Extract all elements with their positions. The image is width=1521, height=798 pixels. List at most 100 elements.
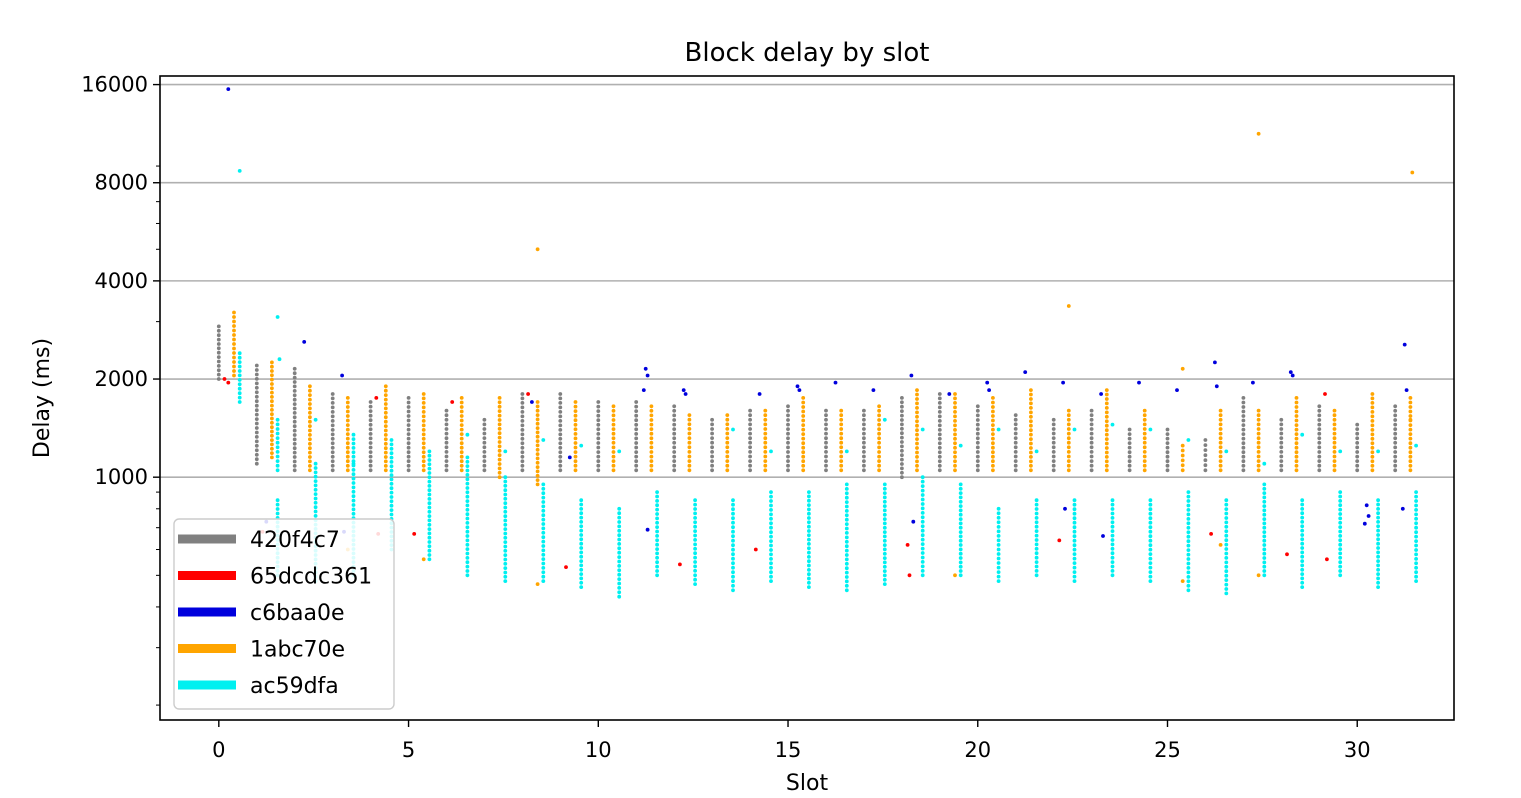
point-ac59dfa <box>882 534 887 539</box>
point-1abc70e <box>232 319 236 324</box>
point-c6baa0e <box>911 519 916 524</box>
point-1abc70e <box>421 441 426 446</box>
point-ac59dfa <box>389 442 394 447</box>
point-1abc70e <box>308 393 312 397</box>
point-420f4c7 <box>1051 440 1056 445</box>
x-tick-label: 20 <box>964 738 991 762</box>
point-1abc70e <box>1104 423 1109 428</box>
point-ac59dfa <box>693 551 697 556</box>
point-420f4c7 <box>672 463 677 468</box>
point-420f4c7 <box>254 421 259 426</box>
point-ac59dfa <box>351 507 356 512</box>
point-420f4c7 <box>1317 454 1322 459</box>
point-420f4c7 <box>824 454 828 459</box>
point-420f4c7 <box>596 454 601 459</box>
point-1abc70e <box>991 445 995 450</box>
point-ac59dfa <box>920 524 925 529</box>
point-420f4c7 <box>1051 454 1056 459</box>
point-1abc70e <box>611 436 616 441</box>
point-420f4c7 <box>1355 445 1360 450</box>
point-1abc70e <box>1142 463 1147 468</box>
point-ac59dfa <box>389 477 394 482</box>
point-1abc70e <box>877 440 881 445</box>
point-ac59dfa <box>1376 498 1380 503</box>
point-1abc70e <box>649 436 654 441</box>
point-ac59dfa <box>541 508 546 513</box>
point-ac59dfa <box>1338 534 1343 538</box>
point-ac59dfa <box>1072 525 1077 530</box>
point-1abc70e <box>1256 436 1261 441</box>
point-1abc70e <box>232 364 236 369</box>
point-420f4c7 <box>786 422 790 427</box>
point-1abc70e <box>270 438 274 442</box>
point-ac59dfa <box>958 556 963 560</box>
point-ac59dfa <box>617 568 622 573</box>
point-ac59dfa <box>1262 521 1267 526</box>
point-ac59dfa <box>996 506 1001 511</box>
point-ac59dfa <box>427 518 432 523</box>
point-1abc70e <box>687 417 692 422</box>
point-1abc70e <box>1066 445 1071 450</box>
point-1abc70e <box>1066 422 1071 427</box>
point-420f4c7 <box>1127 445 1132 450</box>
point-ac59dfa <box>389 499 394 504</box>
point-ac59dfa <box>351 446 356 450</box>
point-1abc70e <box>877 436 881 441</box>
point-ac59dfa <box>389 446 394 451</box>
point-ac59dfa <box>1376 507 1380 511</box>
point-420f4c7 <box>444 422 449 427</box>
point-ac59dfa <box>237 395 242 400</box>
point-1abc70e <box>1180 443 1185 448</box>
point-1abc70e <box>725 422 730 427</box>
point-420f4c7 <box>786 468 790 473</box>
point-420f4c7 <box>937 423 942 428</box>
point-ac59dfa <box>655 507 659 512</box>
point-420f4c7 <box>862 459 866 463</box>
point-420f4c7 <box>786 454 790 459</box>
point-ac59dfa <box>1338 494 1343 499</box>
point-ac59dfa <box>465 512 470 517</box>
point-420f4c7 <box>862 450 866 454</box>
point-420f4c7 <box>1013 422 1018 427</box>
point-1abc70e <box>1218 417 1223 422</box>
x-axis-title: Slot <box>786 771 829 796</box>
point-1abc70e <box>232 333 236 337</box>
point-1abc70e <box>497 426 502 431</box>
point-ac59dfa <box>617 572 622 577</box>
point-420f4c7 <box>1241 396 1246 400</box>
point-ac59dfa <box>465 499 470 503</box>
point-420f4c7 <box>786 404 790 409</box>
point-ac59dfa <box>769 557 773 561</box>
point-1abc70e <box>421 401 426 405</box>
point-1abc70e <box>915 455 919 459</box>
point-1abc70e <box>535 426 540 430</box>
point-1abc70e <box>1332 440 1337 445</box>
y-tick-label: 1000 <box>95 465 148 489</box>
point-ac59dfa <box>1414 534 1418 539</box>
point-ac59dfa <box>1376 528 1380 533</box>
point-1abc70e <box>801 400 806 405</box>
point-420f4c7 <box>406 445 411 450</box>
point-1abc70e <box>801 423 806 427</box>
point-420f4c7 <box>1089 408 1094 413</box>
point-ac59dfa <box>427 475 432 480</box>
point-ac59dfa <box>1148 502 1153 507</box>
point-420f4c7 <box>1393 427 1398 431</box>
point-420f4c7 <box>1013 454 1018 459</box>
point-1abc70e <box>535 400 540 404</box>
point-1abc70e <box>270 373 274 378</box>
point-420f4c7 <box>330 463 335 468</box>
point-420f4c7 <box>672 454 677 459</box>
point-ac59dfa <box>275 422 280 427</box>
point-ac59dfa <box>920 484 925 488</box>
point-1abc70e <box>383 441 388 446</box>
point-1abc70e <box>308 433 312 437</box>
point-420f4c7 <box>482 440 487 445</box>
point-1abc70e <box>1104 450 1109 455</box>
point-ac59dfa <box>996 511 1001 516</box>
point-420f4c7 <box>254 457 259 462</box>
point-ac59dfa <box>1034 564 1039 569</box>
point-1abc70e <box>1142 436 1147 441</box>
point-420f4c7 <box>368 445 373 450</box>
